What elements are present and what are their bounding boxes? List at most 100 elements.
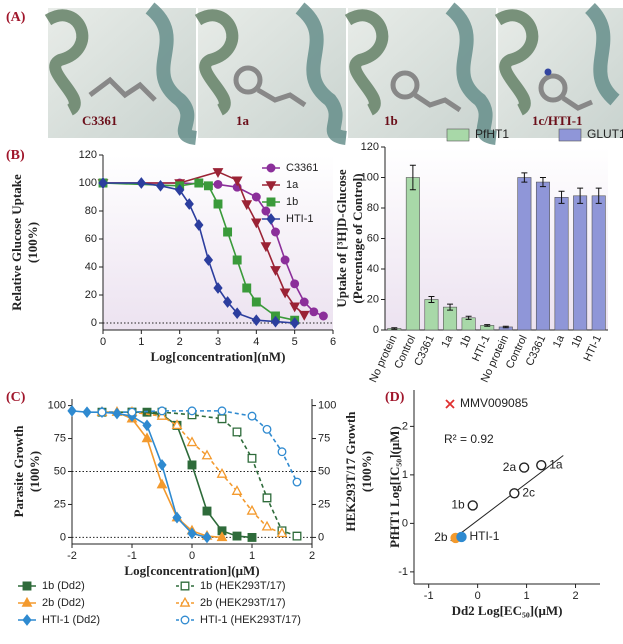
marker [253,193,261,201]
y-tick-label: 80 [367,202,379,214]
marker [224,228,232,236]
legend-label: HTI-1 (HEK293T/17) [200,614,301,626]
marker [218,407,226,415]
legend-label: HTI-1 (Dd2) [42,614,100,626]
legend-label: PfHT1 [475,127,509,141]
x-tick-label: 0 [100,336,106,348]
marker [281,256,289,264]
legend-label: 1b [286,196,298,208]
y2-tick-label: 75 [318,432,330,444]
legend-marker [181,582,189,590]
point [457,532,466,541]
y-tick-label: 20 [367,293,379,305]
marker [214,200,222,208]
marker [188,407,196,415]
structure-label: 1b [384,113,398,128]
x-tick-label: 1 [138,336,144,348]
series-line [102,412,222,537]
panel-label: (B) [6,148,25,163]
y-tick-label: 60 [85,233,97,245]
bar [425,300,438,331]
structure-image [198,8,346,138]
y-tick-label: 0 [402,517,408,529]
x-axis-title: Log[concentration](μM) [124,563,259,578]
panel-label: (C) [6,390,26,405]
marker [218,415,226,423]
point-label: 2c [522,485,535,499]
legend-marker [181,616,189,624]
marker [233,486,242,494]
y-tick-label: 100 [79,177,97,189]
marker [195,179,203,187]
y-axis-title: (Percentage of Control) [350,173,365,303]
point-label: 1b [451,498,465,512]
marker [320,312,328,320]
y-tick-label: 25 [54,498,66,510]
legend-label: 1b (HEK293T/17) [200,580,286,592]
marker [300,298,308,306]
panel-label: (D) [385,390,405,405]
y2-axis-title: (100%) [359,451,374,492]
marker [291,280,299,288]
marker [263,426,271,434]
x-tick-label: -1 [424,590,434,602]
point [510,489,519,498]
legend-marker [23,582,31,590]
x-tick-label: -2 [67,550,77,562]
structure-label: C3361 [82,113,117,128]
y-axis-title: (100%) [25,222,40,263]
structure-label: 1c/HTI-1 [532,113,583,128]
y-tick-label: 0 [60,531,66,543]
figure: (A) C3361 1a 1b 1c/HTI-1 (B)020406080100… [0,0,623,639]
marker [98,408,106,416]
marker [253,298,261,306]
y2-tick-label: 0 [318,531,324,543]
point [537,461,546,470]
x-tick-label: 6 [330,336,336,348]
y-tick-label: 1 [402,469,408,481]
marker [68,406,76,416]
legend-marker [267,198,275,206]
x-tick-label: 2 [572,590,578,602]
structure-image [348,8,496,138]
y-tick-label: 50 [54,465,66,477]
y-tick-label: 120 [79,149,97,161]
y-tick-label: 40 [85,261,97,273]
y-axis-title: (100%) [27,451,42,492]
legend-swatch [447,129,469,141]
bar [536,182,549,330]
x-tick-label: 1 [249,550,255,562]
marker [243,284,251,292]
bar [573,196,586,330]
marker [272,228,280,236]
marker [143,421,151,431]
marker [83,407,91,417]
x-tick-label: HTI-1 [582,333,604,363]
structure-label: 1a [236,113,250,128]
series-line [132,412,297,536]
marker [248,412,256,420]
bar [592,196,605,330]
y-axis-title: Relative Glucose Uptake [9,174,24,311]
legend-marker [267,164,275,172]
x-tick-label: 4 [253,336,259,348]
y-tick-label: -1 [398,566,408,578]
marker [293,532,301,540]
y-axis-title: Uptake of [³H]D-Glucose [334,169,349,307]
y2-axis-title: HEK293T/17 Growth [343,411,358,532]
note-marker [446,400,454,408]
marker [262,207,270,215]
y-tick-label: 75 [54,432,66,444]
legend-label: GLUT1 [587,127,623,141]
legend-marker [181,598,190,606]
y-tick-label: 2 [402,420,408,432]
marker [233,532,241,540]
marker [128,408,136,416]
marker [248,455,256,463]
y-tick-label: 0 [373,324,379,336]
panel-label: (A) [6,10,26,25]
x-tick-label: -1 [127,550,137,562]
legend-label: 1b (Dd2) [42,580,85,592]
marker [188,461,196,469]
marker [214,181,222,189]
